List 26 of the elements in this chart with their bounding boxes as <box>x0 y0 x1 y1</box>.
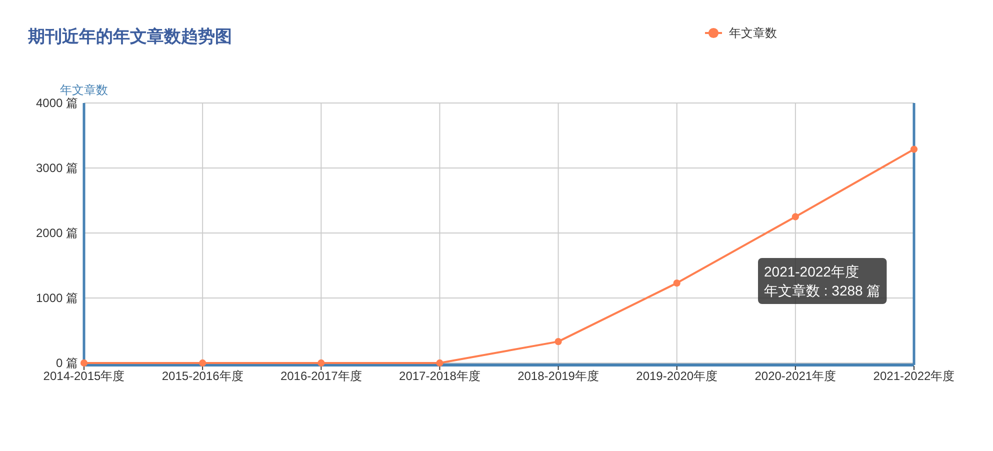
y-tick-label: 1000 篇 <box>36 291 78 306</box>
x-tick-label: 2015-2016年度 <box>162 369 244 383</box>
point <box>673 279 680 287</box>
y-axis-title: 年文章数 <box>60 83 108 97</box>
annotation: 2021-2022年度 <box>764 263 859 280</box>
x-tick-label: 2020-2021年度 <box>754 369 836 383</box>
point <box>910 146 918 153</box>
point <box>554 338 562 346</box>
point <box>436 359 444 367</box>
x-tick-label: 2021-2022年度 <box>873 369 955 383</box>
legend-label: 年文章数 <box>729 26 777 40</box>
point <box>792 213 799 220</box>
point <box>318 359 325 367</box>
point <box>199 359 206 367</box>
annotation: 年文章数 : 3288 篇 <box>764 282 881 298</box>
y-tick-label: 4000 篇 <box>36 96 78 110</box>
y-tick-label: 0 篇 <box>56 356 78 370</box>
x-tick-label: 2018-2019年度 <box>518 369 599 383</box>
x-tick-label: 2016-2017年度 <box>280 369 362 383</box>
chart-title: 期刊近年的年文章数趋势图 <box>27 27 232 46</box>
y-tick-label: 2000 篇 <box>36 226 78 240</box>
x-tick-label: 2014-2015年度 <box>43 369 125 383</box>
x-tick-label: 2017-2018年度 <box>399 369 480 383</box>
y-tick-label: 3000 篇 <box>36 161 78 176</box>
point <box>80 359 88 367</box>
x-tick-label: 2019-2020年度 <box>636 369 718 383</box>
